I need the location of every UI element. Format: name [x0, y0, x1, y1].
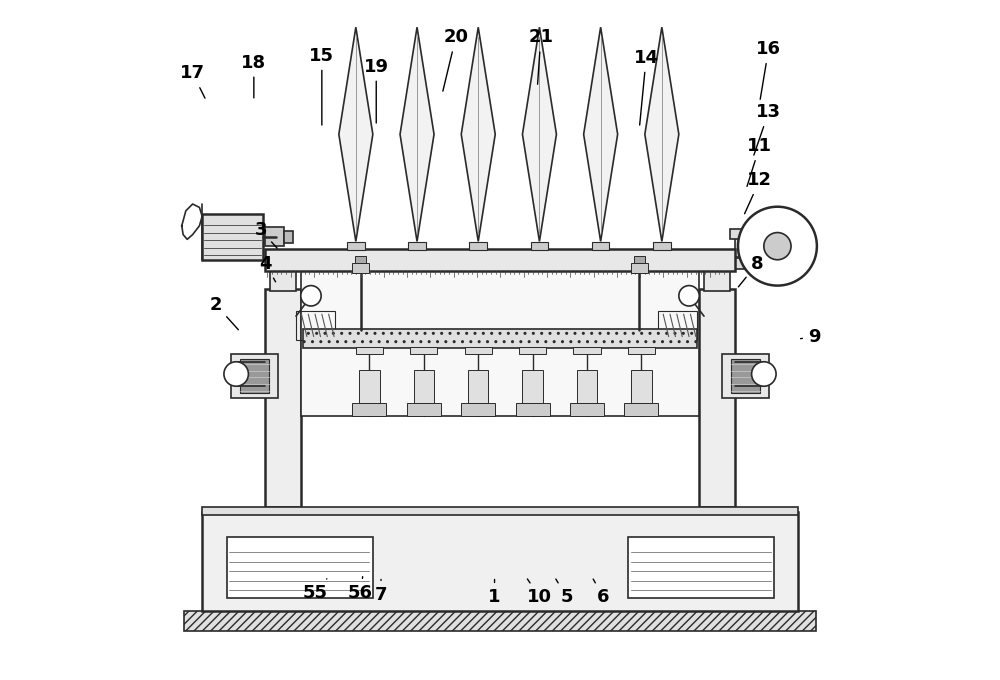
- Bar: [296, 311, 335, 340]
- Polygon shape: [240, 359, 269, 393]
- Circle shape: [764, 233, 791, 260]
- Bar: [461, 403, 495, 416]
- Polygon shape: [461, 27, 495, 241]
- Bar: [577, 370, 597, 403]
- Bar: [355, 256, 366, 263]
- Text: 16: 16: [756, 40, 781, 99]
- Text: 1: 1: [488, 579, 501, 606]
- Bar: [359, 370, 380, 403]
- Circle shape: [752, 362, 776, 386]
- Polygon shape: [731, 359, 760, 393]
- Text: 11: 11: [747, 137, 772, 186]
- Bar: [631, 370, 652, 403]
- Bar: [735, 235, 747, 257]
- Text: 7: 7: [375, 579, 387, 604]
- Bar: [634, 256, 645, 263]
- Bar: [570, 403, 604, 416]
- Bar: [352, 263, 369, 273]
- Circle shape: [738, 207, 817, 286]
- Text: 10: 10: [527, 579, 552, 606]
- Bar: [265, 249, 735, 271]
- Bar: [347, 242, 365, 250]
- Polygon shape: [400, 27, 434, 241]
- Bar: [352, 403, 386, 416]
- Text: 15: 15: [309, 47, 334, 125]
- Bar: [592, 242, 609, 250]
- Bar: [469, 242, 487, 250]
- Polygon shape: [522, 27, 556, 241]
- Bar: [628, 347, 655, 354]
- Bar: [408, 242, 426, 250]
- Text: 56: 56: [348, 577, 373, 602]
- Text: 55: 55: [303, 579, 328, 602]
- Bar: [202, 512, 798, 611]
- Circle shape: [224, 362, 248, 386]
- Bar: [468, 370, 488, 403]
- Polygon shape: [339, 27, 373, 241]
- Bar: [730, 258, 752, 269]
- Bar: [465, 347, 492, 354]
- Bar: [414, 370, 434, 403]
- Bar: [704, 265, 730, 291]
- Bar: [653, 242, 671, 250]
- Bar: [270, 265, 296, 291]
- Bar: [184, 611, 816, 631]
- Bar: [624, 403, 658, 416]
- Bar: [265, 289, 301, 507]
- Polygon shape: [645, 27, 679, 241]
- Bar: [407, 403, 441, 416]
- Bar: [631, 263, 648, 273]
- Bar: [699, 289, 735, 507]
- Polygon shape: [584, 27, 618, 241]
- Bar: [356, 347, 383, 354]
- Bar: [202, 214, 263, 260]
- Text: 20: 20: [443, 29, 468, 91]
- Text: 6: 6: [593, 579, 610, 606]
- Bar: [522, 370, 543, 403]
- Text: 19: 19: [364, 58, 389, 123]
- Bar: [231, 354, 278, 398]
- Text: 9: 9: [801, 328, 820, 345]
- Text: 21: 21: [528, 29, 553, 84]
- Bar: [519, 347, 546, 354]
- Text: 14: 14: [634, 49, 659, 125]
- Text: 4: 4: [259, 255, 276, 282]
- Bar: [301, 270, 699, 416]
- Bar: [628, 537, 774, 598]
- Text: 18: 18: [241, 54, 266, 98]
- Text: 8: 8: [738, 255, 763, 287]
- Bar: [730, 229, 752, 239]
- Text: 17: 17: [180, 65, 205, 98]
- Bar: [202, 507, 798, 515]
- Circle shape: [679, 286, 699, 306]
- Bar: [516, 403, 550, 416]
- Bar: [531, 242, 548, 250]
- Bar: [284, 231, 293, 243]
- Bar: [573, 347, 601, 354]
- Bar: [410, 347, 437, 354]
- Bar: [303, 329, 697, 348]
- Text: 13: 13: [754, 103, 781, 155]
- Text: 3: 3: [254, 221, 277, 248]
- Bar: [722, 354, 769, 398]
- Circle shape: [301, 286, 321, 306]
- Text: 12: 12: [745, 171, 772, 214]
- Bar: [227, 537, 373, 598]
- Bar: [658, 311, 697, 340]
- Text: 5: 5: [556, 579, 573, 606]
- Text: 2: 2: [210, 296, 238, 330]
- Bar: [265, 227, 284, 246]
